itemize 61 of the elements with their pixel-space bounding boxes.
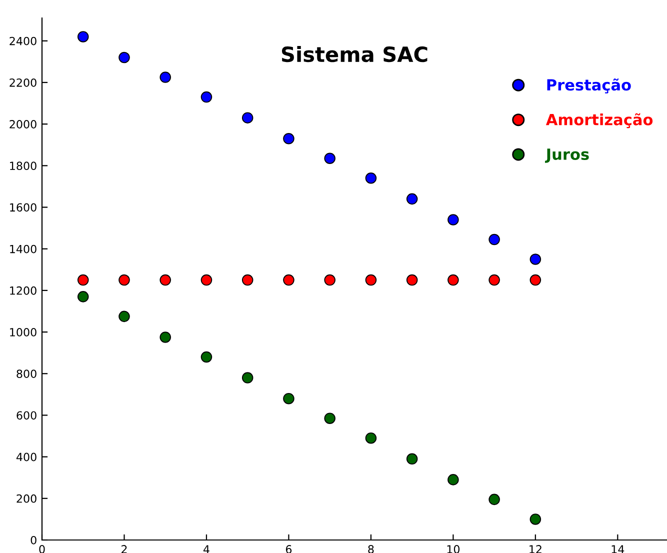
x-tick-label: 12	[530, 545, 542, 553]
point	[200, 274, 212, 286]
x-tick-label: 8	[368, 545, 374, 553]
y-tick-label: 1800	[10, 162, 36, 170]
x-tick-label: 10	[447, 545, 460, 553]
y-tick-label: 0	[30, 536, 36, 544]
point	[324, 412, 336, 424]
y-tick-label: 2400	[10, 36, 36, 46]
point	[365, 274, 377, 286]
point	[160, 72, 171, 83]
y-tick-label: 800	[16, 370, 36, 378]
point	[406, 453, 418, 465]
point	[530, 274, 542, 286]
point	[118, 274, 130, 286]
y-tick-label: 2200	[10, 78, 36, 87]
point	[448, 214, 459, 226]
legend-label: Amortização	[546, 113, 653, 128]
point	[488, 494, 500, 506]
point	[365, 172, 377, 184]
point	[77, 291, 89, 302]
x-tick-label: 14	[612, 545, 624, 553]
y-tick-label: 2000	[10, 120, 36, 128]
point	[530, 254, 542, 265]
point	[406, 274, 418, 286]
x-tick-label: 2	[122, 545, 127, 553]
text: Sistema SAC	[282, 46, 428, 62]
point	[77, 31, 89, 42]
point	[448, 274, 459, 286]
point	[160, 274, 171, 286]
point	[160, 332, 171, 343]
point	[530, 514, 542, 525]
point	[488, 274, 500, 286]
legend-label: Juros	[545, 148, 589, 163]
point	[324, 152, 336, 164]
point	[242, 274, 254, 286]
point	[200, 91, 212, 103]
point	[488, 234, 500, 246]
y-tick-label: 600	[16, 411, 36, 420]
y-tick-label: 200	[16, 494, 36, 503]
point	[448, 474, 459, 486]
point	[283, 392, 294, 404]
point	[283, 274, 294, 286]
point	[406, 193, 418, 205]
y-tick-label: 1200	[10, 286, 36, 295]
point	[200, 351, 212, 363]
y-tick-label: 1000	[10, 328, 36, 336]
x-tick-label: 6	[286, 545, 292, 553]
legend-label: Prestação	[547, 78, 631, 94]
point	[118, 310, 130, 322]
point	[242, 112, 254, 124]
point	[77, 274, 89, 286]
point	[242, 372, 254, 384]
point	[118, 52, 130, 64]
point	[365, 432, 377, 444]
x-tick-label: 0	[39, 545, 45, 553]
y-tick-label: 1400	[10, 244, 36, 254]
point	[283, 132, 294, 144]
y-tick-label: 1600	[10, 203, 36, 212]
x-tick-label: 4	[203, 545, 210, 553]
point	[324, 274, 336, 286]
y-tick-label: 400	[16, 452, 36, 462]
